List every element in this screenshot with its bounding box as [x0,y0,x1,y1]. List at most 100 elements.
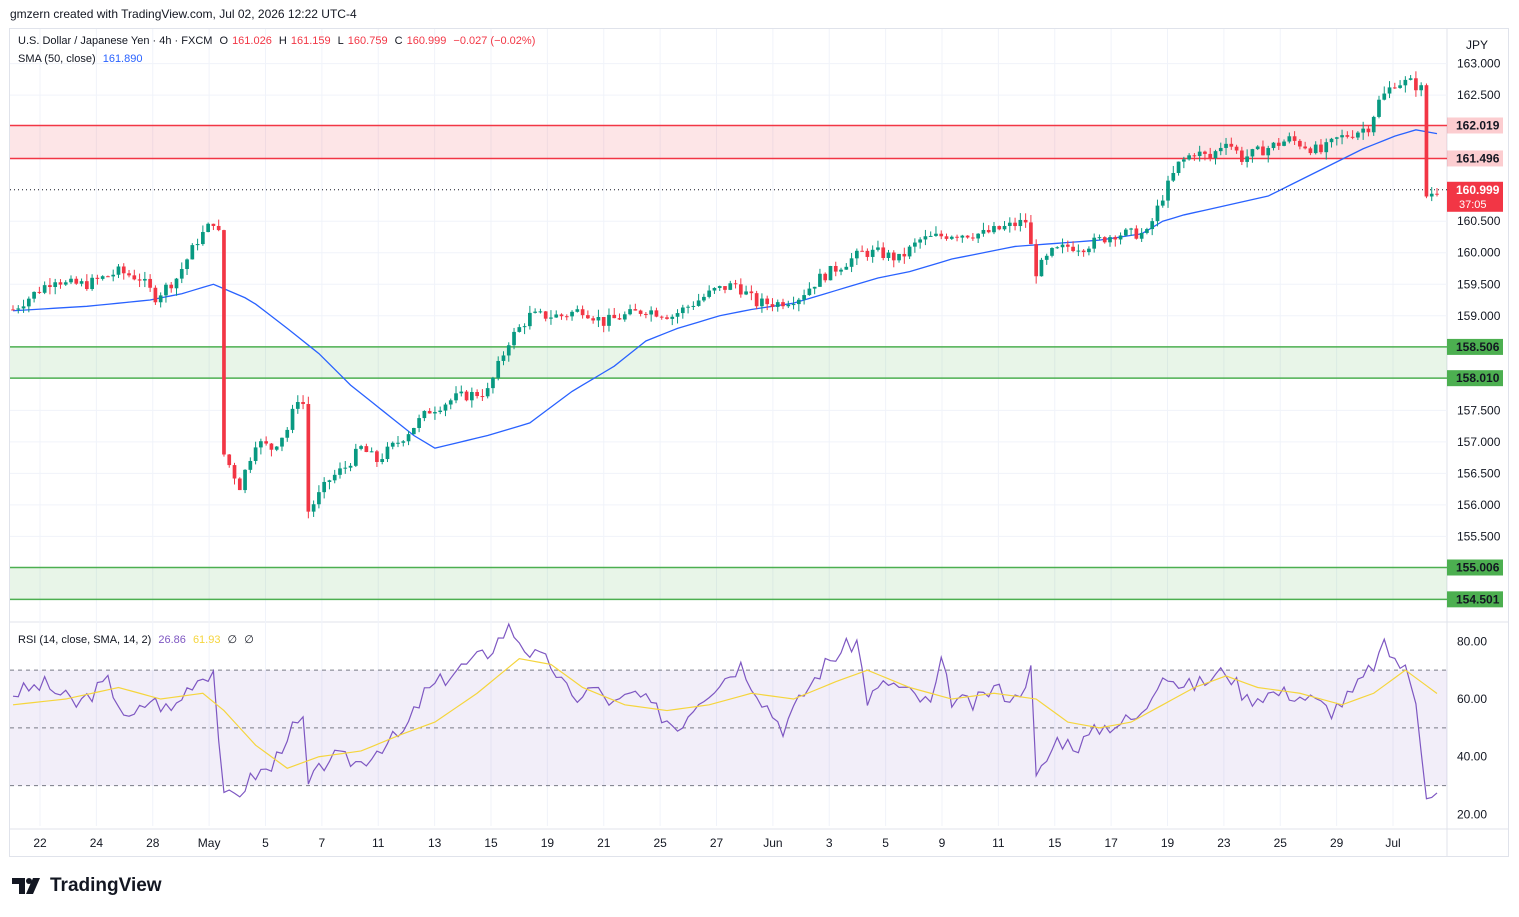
candle-body [928,235,933,237]
candle-body [438,410,443,413]
candle-body [1229,143,1234,147]
candle-body [448,400,453,405]
candle-body [796,299,801,305]
candle-body [459,391,464,394]
candle-body [976,233,981,239]
rsi-tick-label: 60.00 [1457,692,1487,706]
candle-body [554,314,559,318]
candle-body [143,278,147,281]
candle-body [501,355,506,361]
candle-body [116,266,121,275]
candle-body [79,281,84,284]
candle-body [707,290,712,297]
candle-body [1087,248,1091,253]
candle-body [185,259,189,269]
candle-body [807,288,812,296]
candle-body [491,377,495,389]
candle-body [1139,232,1144,239]
candle-body [1208,153,1213,159]
candle-body [169,284,174,289]
candle-body [870,249,875,257]
candle-body [469,392,474,401]
candle-body [955,236,959,238]
candle-body [1271,142,1276,149]
candle-body [1234,146,1239,151]
candle-body [322,481,327,493]
zone-price-tag [1447,591,1503,608]
candle-body [775,302,780,307]
symbol-name[interactable]: U.S. Dollar / Japanese Yen · 4h · FXCM [18,35,213,47]
candle-body [1171,173,1176,181]
candle-body [1414,78,1418,91]
candle-body [849,258,854,267]
candle-body [1240,150,1244,162]
candle-body [923,236,928,240]
time-tick-label: 17 [1104,836,1118,850]
candle-body [654,310,659,317]
candle-body [1160,200,1165,206]
candle-body [95,277,100,279]
candle-body [702,296,706,301]
candle-body [127,273,131,276]
candle-body [58,282,63,285]
candle-body [818,273,822,287]
candle-body [42,285,47,293]
candle-body [1187,155,1191,160]
currency-button[interactable]: JPY [1465,38,1488,52]
support-zone [10,567,1447,600]
candle-body [227,454,232,466]
time-tick-label: 29 [1330,836,1344,850]
candle-body [1282,141,1286,146]
price-tick-label: 157.000 [1457,435,1501,449]
time-tick-label: Jul [1385,836,1400,850]
candle-body [195,244,200,246]
candle-body [48,285,52,288]
candle-body [1129,228,1133,230]
rsi-band-background [10,670,1447,786]
zone-price-tag [1447,559,1503,576]
candle-body [1408,78,1413,80]
candle-body [295,402,300,409]
candle-body [237,478,242,491]
candle-body [1371,116,1376,133]
candle-body [659,316,664,318]
candle-body [306,404,311,512]
candle-body [427,411,432,414]
candle-body [723,286,727,290]
candle-body [1266,148,1271,156]
candle-body [549,317,553,319]
candle-body [828,265,833,281]
candle-body [881,247,886,259]
candle-body [633,309,638,311]
candle-body [496,360,501,378]
candle-body [1118,235,1123,240]
candle-body [960,235,965,238]
time-tick-label: 7 [319,836,326,850]
candle-body [738,284,743,295]
candle-body [1166,180,1170,201]
rsi-tick-label: 20.00 [1457,807,1487,821]
candle-body [670,316,675,319]
candle-body [32,291,36,299]
candle-body [570,311,574,317]
candle-body [522,326,527,328]
candle-body [981,229,986,234]
time-tick-label: May [198,836,221,850]
candle-body [876,247,880,250]
rsi-line [12,622,1438,800]
sma-legend[interactable]: SMA (50, close) 161.890 [18,53,146,65]
tradingview-logo[interactable]: TradingView [12,875,162,897]
candle-body [222,230,226,455]
candle-body [865,250,870,257]
candle-body [754,293,759,307]
candle-body [517,327,522,332]
candle-body [564,316,569,318]
price-tick-label: 160.000 [1457,246,1501,260]
candle-body [1382,93,1387,100]
candle-body [1044,255,1049,260]
candle-body [1303,146,1307,149]
candle-body [1435,193,1439,195]
rsi-legend[interactable]: RSI (14, close, SMA, 14, 2) 26.86 61.93 … [18,633,258,646]
candle-body [886,252,891,259]
